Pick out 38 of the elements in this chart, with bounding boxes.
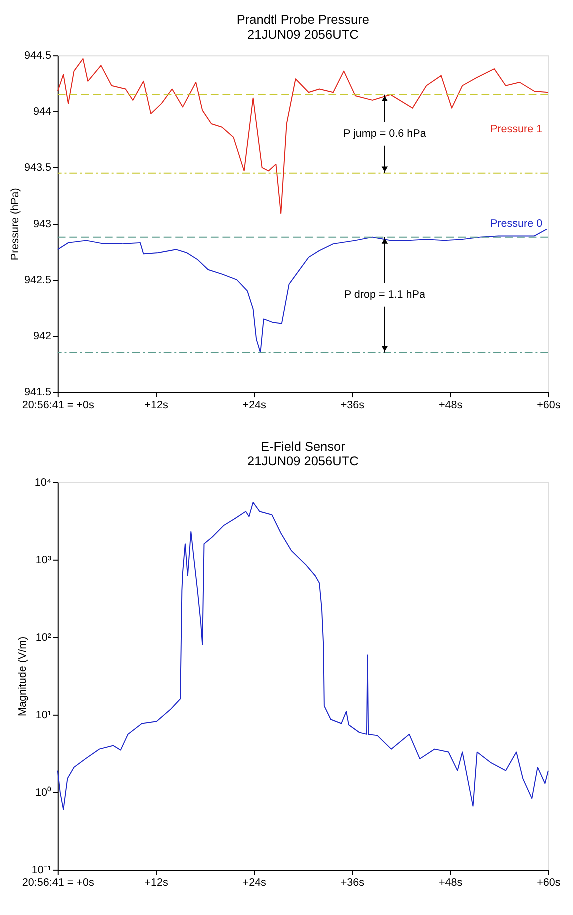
y-tick-label: 942 bbox=[34, 330, 52, 342]
x-tick-label: +48s bbox=[439, 399, 463, 412]
x-tick-label: 20:56:41 = +0s bbox=[22, 399, 94, 412]
x-tick-label: +12s bbox=[144, 399, 168, 412]
line-series bbox=[57, 58, 549, 214]
y-tick-label: 944.5 bbox=[24, 50, 52, 62]
y-tick-label: 10¹ bbox=[36, 709, 52, 722]
x-tick-label: +24s bbox=[242, 877, 266, 890]
y-tick-label: 10² bbox=[36, 632, 52, 644]
chart-subtitle: 21JUN09 2056UTC bbox=[248, 454, 359, 469]
y-tick-label: 10⁴ bbox=[34, 476, 52, 489]
x-tick-label: +60s bbox=[537, 399, 561, 412]
x-tick-label: +36s bbox=[340, 877, 365, 890]
x-tick-label: +24s bbox=[242, 399, 266, 412]
y-tick-label: 10³ bbox=[36, 554, 52, 566]
y-tick-label: 10⁰ bbox=[36, 786, 52, 799]
y-tick-label: 941.5 bbox=[24, 386, 52, 399]
y-tick-label: 10⁻¹ bbox=[32, 864, 52, 876]
x-tick-label: +12s bbox=[144, 877, 168, 890]
y-tick-label: 942.5 bbox=[24, 274, 52, 286]
x-tick-label: +60s bbox=[537, 877, 561, 890]
chart-title: E-Field Sensor bbox=[261, 439, 346, 454]
series-label: Pressure 0 bbox=[490, 218, 543, 230]
x-tick-label: 20:56:41 = +0s bbox=[22, 877, 94, 890]
annotation: P drop = 1.1 hPa bbox=[344, 289, 426, 302]
x-tick-label: +36s bbox=[340, 399, 365, 412]
y-tick-label: 943 bbox=[34, 218, 52, 230]
y-tick-label: 944 bbox=[34, 106, 52, 118]
y-axis-title: Magnitude (V/m) bbox=[17, 636, 30, 717]
chart-subtitle: 21JUN09 2056UTC bbox=[248, 26, 359, 42]
line-series bbox=[57, 502, 549, 810]
y-axis-title: Pressure (hPa) bbox=[10, 188, 22, 261]
chart-title: Prandtl Probe Pressure bbox=[236, 12, 370, 28]
x-tick-label: +48s bbox=[439, 877, 463, 890]
y-tick-label: 943.5 bbox=[24, 162, 52, 174]
annotation: P jump = 0.6 hPa bbox=[344, 128, 426, 140]
text: Pressure 1 bbox=[490, 124, 543, 136]
line-series bbox=[57, 228, 548, 354]
